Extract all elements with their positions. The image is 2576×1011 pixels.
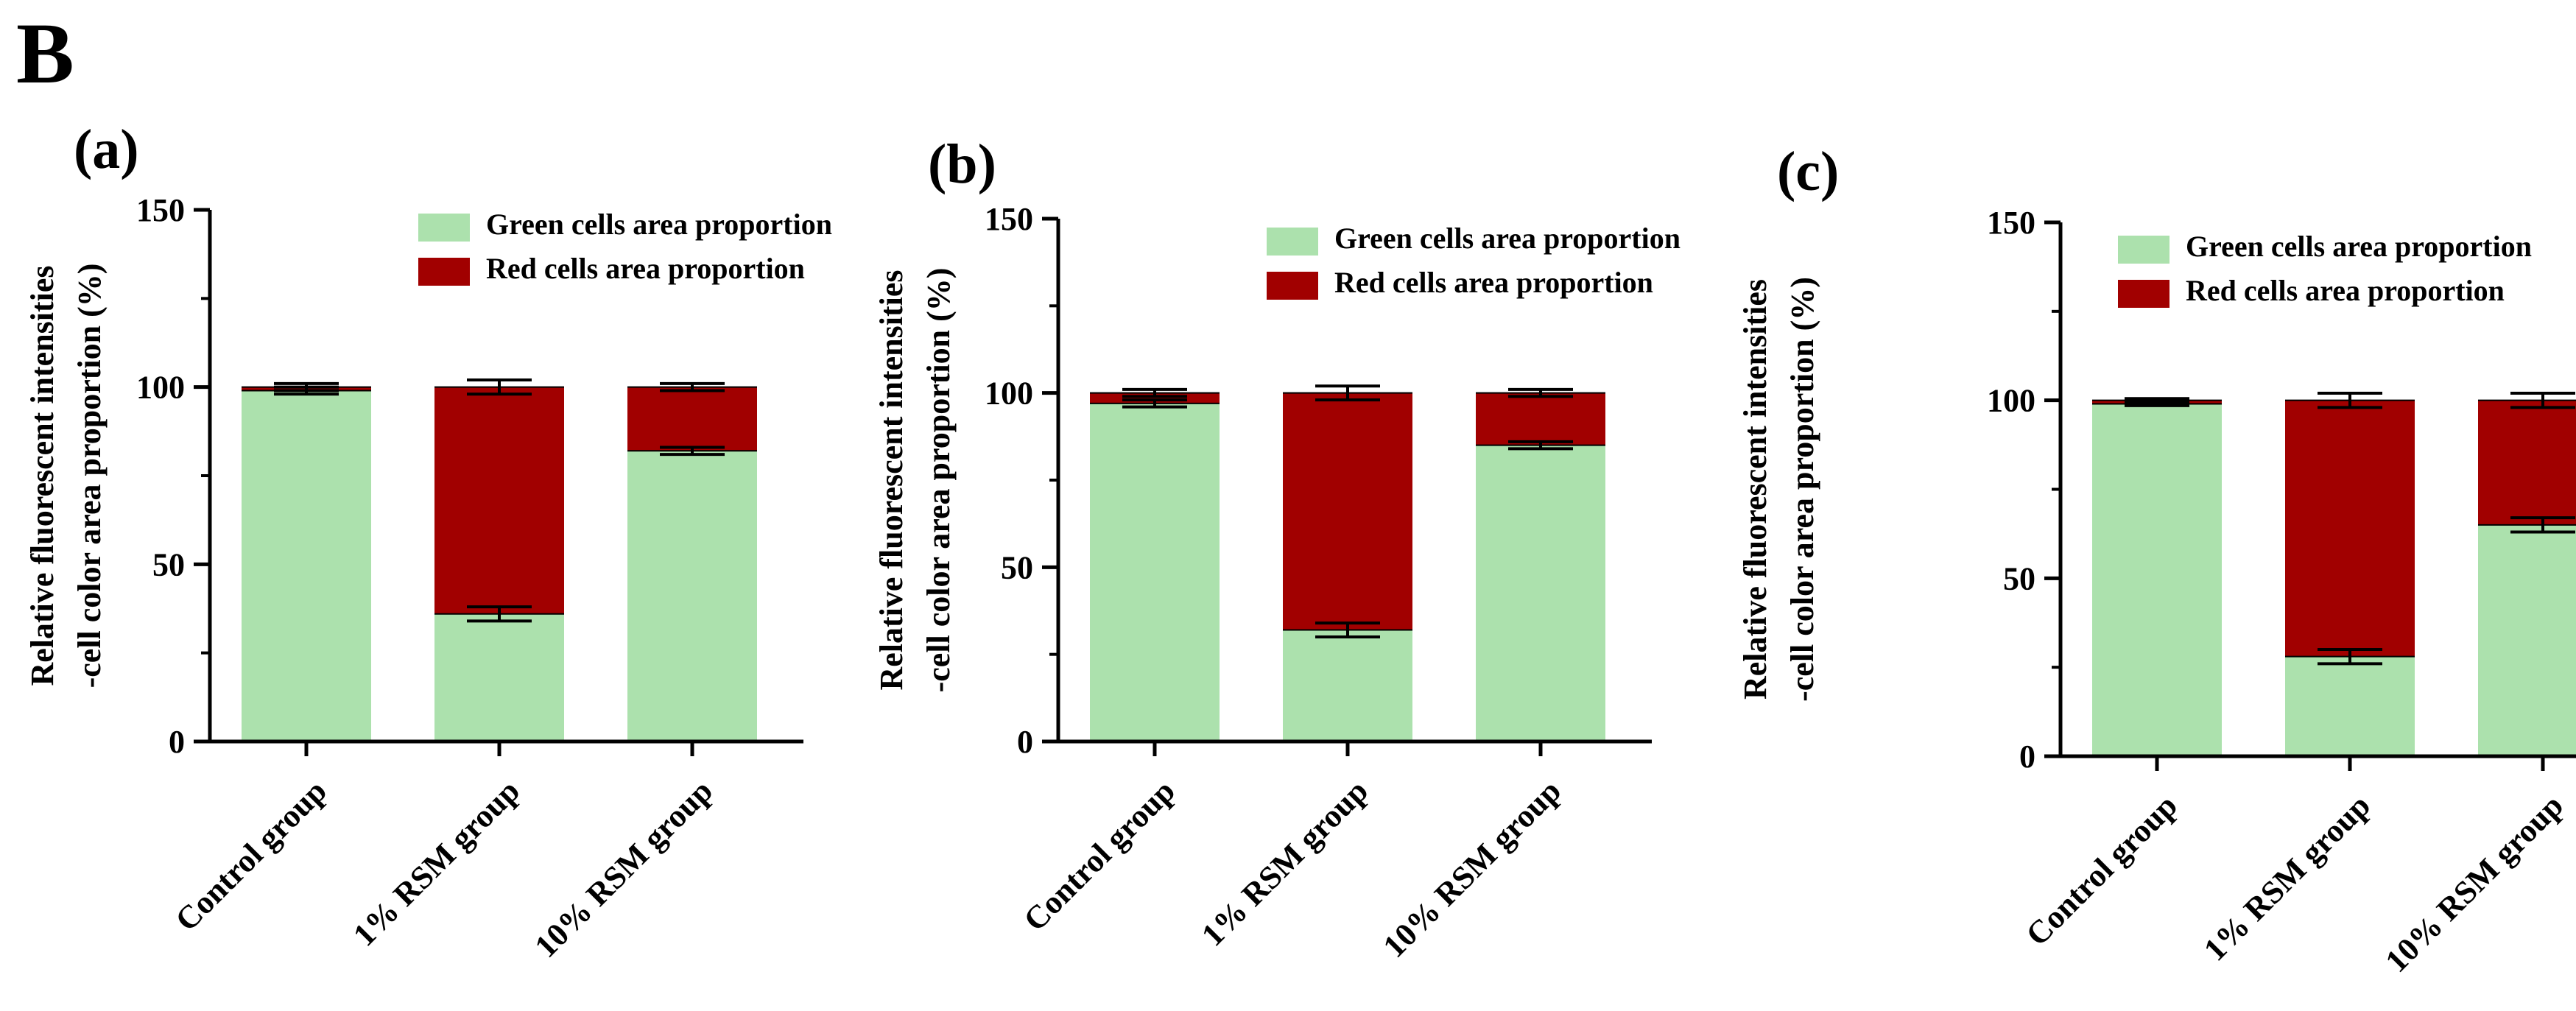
chart-panel-b: (b) Relative fluorescent intensities -cell…	[873, 133, 1681, 965]
legend-label: Green cells area proportion	[1334, 222, 1681, 255]
y-tick-label: 100	[985, 376, 1033, 412]
bar-green-1	[1283, 630, 1412, 741]
x-tick-label: 10% RSM group	[2379, 787, 2571, 979]
chart-panel-c: (c) Relative fluorescent intensities -cell…	[1737, 141, 2576, 979]
bar-green-0	[2092, 404, 2222, 756]
bar-red-2	[627, 387, 757, 451]
bar-green-2	[1476, 445, 1605, 741]
bar-green-0	[242, 390, 371, 741]
bar-green-1	[434, 613, 564, 741]
legend-swatch-red	[1267, 272, 1318, 300]
bar-green-2	[627, 451, 757, 741]
x-tick-label: 1% RSM group	[2197, 787, 2377, 968]
bar-red-1	[2285, 400, 2415, 657]
legend-label: Red cells area proportion	[486, 252, 805, 285]
legend-label: Red cells area proportion	[2186, 274, 2505, 307]
y-axis-label-line1: Relative fluorescent intensities	[24, 265, 60, 686]
legend-label: Green cells area proportion	[486, 208, 832, 241]
bar-green-0	[1090, 403, 1220, 741]
y-tick-label: 0	[1017, 724, 1033, 760]
bar-red-2	[2478, 400, 2576, 525]
x-tick-label: 10% RSM group	[528, 772, 720, 965]
y-tick-label: 150	[136, 192, 185, 228]
y-axis-label-line2: -cell color area proportion (%)	[71, 264, 108, 688]
bar-green-1	[2285, 656, 2415, 756]
panel-label: (a)	[74, 119, 139, 180]
panel-label: (b)	[928, 133, 996, 195]
chart-panel-a: (a) Relative fluorescent intensities -cell…	[24, 119, 832, 965]
y-tick-label: 150	[985, 201, 1033, 237]
legend-label: Red cells area proportion	[1334, 266, 1653, 299]
bar-red-2	[1476, 392, 1605, 445]
legend-swatch-green	[418, 214, 470, 242]
y-axis-label-line2: -cell color area proportion (%)	[1784, 277, 1820, 702]
x-tick-label: Control group	[1017, 772, 1183, 938]
figure-label: B	[16, 5, 74, 102]
y-tick-label: 50	[1001, 549, 1033, 585]
y-axis-label-line1: Relative fluorescent intensities	[1737, 279, 1773, 700]
legend-swatch-red	[2118, 280, 2169, 308]
x-tick-label: Control group	[2019, 787, 2185, 953]
x-tick-label: Control group	[169, 772, 334, 938]
y-axis-label-line1: Relative fluorescent intensities	[873, 270, 909, 690]
panel-label: (c)	[1777, 141, 1839, 202]
y-axis-label-line2: -cell color area proportion (%)	[921, 268, 957, 693]
legend-swatch-green	[2118, 236, 2169, 264]
legend-swatch-red	[418, 258, 470, 286]
bar-green-2	[2478, 524, 2576, 756]
x-tick-label: 1% RSM group	[1194, 772, 1375, 953]
y-tick-label: 150	[1987, 205, 2035, 241]
y-tick-label: 0	[2019, 739, 2035, 775]
y-tick-label: 100	[136, 370, 185, 406]
bar-red-1	[1283, 392, 1412, 630]
x-tick-label: 1% RSM group	[346, 772, 527, 953]
y-tick-label: 100	[1987, 383, 2035, 419]
bar-red-1	[434, 387, 564, 614]
y-tick-label: 0	[169, 724, 185, 760]
y-tick-label: 50	[152, 546, 185, 582]
legend-swatch-green	[1267, 228, 1318, 256]
y-tick-label: 50	[2003, 560, 2035, 596]
legend-label: Green cells area proportion	[2186, 230, 2532, 263]
x-tick-label: 10% RSM group	[1376, 772, 1569, 965]
